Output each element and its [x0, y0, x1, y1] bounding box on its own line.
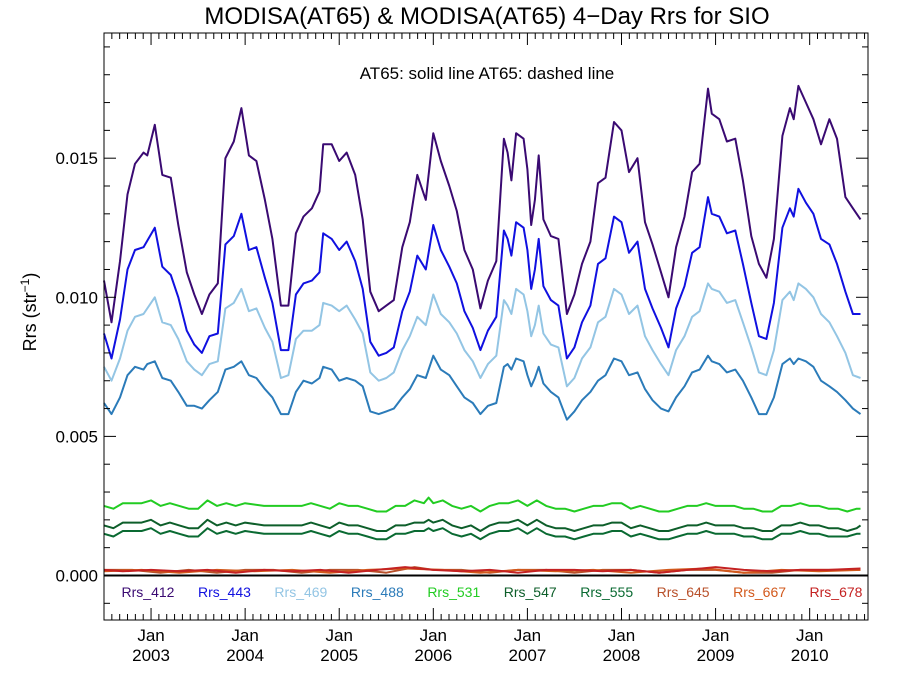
plot-frame: [103, 32, 869, 621]
x-tick-label-year: 2010: [791, 646, 829, 665]
x-tick-label-month: Jan: [326, 626, 353, 645]
x-tick-label-month: Jan: [608, 626, 635, 645]
x-tick-label-year: 2003: [132, 646, 170, 665]
series-line-rrs-443: [103, 187, 861, 360]
series-line-rrs-412: [103, 84, 862, 324]
y-tick-label: 0.015: [55, 149, 98, 168]
legend-item-rrs-645: Rrs_645: [657, 584, 710, 600]
series-line-rrs-555: [103, 527, 861, 541]
series-line-rrs-488: [103, 354, 862, 421]
series-line-rrs-531: [103, 496, 861, 513]
y-tick-label: 0.010: [55, 288, 98, 307]
series-line-rrs-678: [103, 566, 861, 574]
x-tick-label-month: Jan: [231, 626, 258, 645]
y-axis-label-text: Rrs (str: [20, 292, 40, 351]
legend-item-rrs-412: Rrs_412: [122, 584, 175, 600]
x-tick-label-year: 2005: [320, 646, 358, 665]
legend: Rrs_412 Rrs_443 Rrs_469 Rrs_488 Rrs_531 Rrs_5…: [122, 584, 863, 600]
legend-item-rrs-678: Rrs_678: [810, 584, 863, 600]
series-layer: [103, 84, 862, 574]
series-line-rrs-547: [103, 518, 862, 532]
legend-item-rrs-443: Rrs_443: [198, 584, 251, 600]
y-axis-label-exponent: −1: [18, 278, 32, 292]
x-tick-label-year: 2007: [508, 646, 546, 665]
series-line-rrs-667: [103, 567, 861, 574]
y-axis-label: Rrs (str−1): [18, 273, 40, 352]
y-tick-label: 0.000: [55, 566, 98, 585]
y-tick-label: 0.005: [55, 427, 98, 446]
x-tick-label-month: Jan: [420, 626, 447, 645]
x-tick-label-month: Jan: [514, 626, 541, 645]
legend-item-rrs-531: Rrs_531: [427, 584, 480, 600]
legend-item-rrs-488: Rrs_488: [351, 584, 404, 600]
x-tick-label-year: 2009: [697, 646, 735, 665]
legend-item-rrs-469: Rrs_469: [274, 584, 327, 600]
legend-item-rrs-547: Rrs_547: [504, 584, 557, 600]
axis-layer: 0.0000.0050.0100.015Jan2003Jan2004Jan200…: [55, 32, 869, 665]
y-axis-label-close: ): [20, 273, 40, 279]
series-line-rrs-469: [103, 282, 861, 388]
chart-title: MODISA(AT65) & MODISA(AT65) 4−Day Rrs fo…: [204, 3, 769, 30]
legend-item-rrs-667: Rrs_667: [733, 584, 786, 600]
x-tick-label-month: Jan: [796, 626, 823, 645]
legend-item-rrs-555: Rrs_555: [580, 584, 633, 600]
x-tick-label-year: 2006: [414, 646, 452, 665]
line-style-note: AT65: solid line AT65: dashed line: [360, 64, 615, 83]
x-tick-label-year: 2008: [603, 646, 641, 665]
x-tick-label-year: 2004: [226, 646, 264, 665]
x-tick-label-month: Jan: [702, 626, 729, 645]
x-tick-label-month: Jan: [137, 626, 164, 645]
